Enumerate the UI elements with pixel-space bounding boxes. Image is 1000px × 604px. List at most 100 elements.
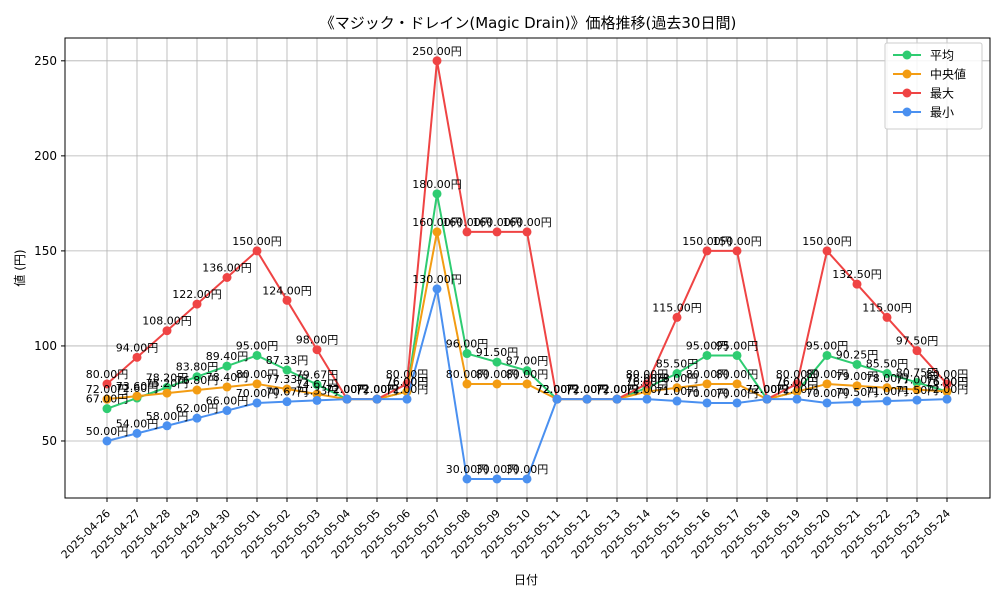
data-point <box>492 227 502 237</box>
data-point <box>642 379 652 389</box>
data-label: 80.00円 <box>386 368 429 381</box>
data-label: 72.00円 <box>326 383 369 396</box>
data-label: 122.00円 <box>172 288 222 301</box>
data-point <box>912 346 922 356</box>
data-point <box>312 345 322 355</box>
data-label: 70.00円 <box>716 387 759 400</box>
data-point <box>672 368 682 378</box>
data-label: 80.75円 <box>896 367 939 380</box>
data-point <box>282 384 292 394</box>
data-label: 150.00円 <box>232 235 282 248</box>
data-label: 66.00円 <box>206 395 249 408</box>
data-label: 62.00円 <box>176 402 219 415</box>
data-label: 96.00円 <box>446 338 489 351</box>
data-point <box>852 397 862 407</box>
data-point <box>252 398 262 408</box>
data-point <box>672 383 682 393</box>
data-label: 108.00円 <box>142 315 192 328</box>
data-point <box>312 395 322 405</box>
data-point <box>522 379 532 389</box>
data-label: 54.00円 <box>116 417 159 430</box>
y-tick-label: 200 <box>34 149 57 163</box>
data-label: 95.00円 <box>236 339 279 352</box>
data-point <box>192 299 202 309</box>
data-label: 72.00円 <box>536 383 579 396</box>
data-point <box>612 394 622 404</box>
y-tick-label: 100 <box>34 339 57 353</box>
data-label: 160.00円 <box>442 216 492 229</box>
data-label: 72.00円 <box>776 383 819 396</box>
data-label: 160.00円 <box>472 216 522 229</box>
data-label: 72.00円 <box>356 383 399 396</box>
data-label: 30.00円 <box>476 463 519 476</box>
data-point <box>732 379 742 389</box>
data-label: 72.00円 <box>626 383 669 396</box>
data-point <box>522 474 532 484</box>
data-label: 87.00円 <box>506 355 549 368</box>
data-label: 72.00円 <box>926 383 969 396</box>
data-label: 67.00円 <box>86 393 129 406</box>
data-point <box>882 312 892 322</box>
data-point <box>942 394 952 404</box>
data-label: 58.00円 <box>146 410 189 423</box>
data-labels: 67.00円72.60円78.20円83.80円89.40円95.00円87.3… <box>86 45 969 476</box>
data-label: 132.50円 <box>832 268 882 281</box>
data-point <box>642 394 652 404</box>
data-label: 77.33円 <box>266 373 309 386</box>
data-label: 72.00円 <box>536 383 579 396</box>
data-label: 72.60円 <box>116 382 159 395</box>
data-label: 30.00円 <box>446 463 489 476</box>
data-point <box>882 368 892 378</box>
data-label: 71.00円 <box>866 385 909 398</box>
data-point <box>912 378 922 388</box>
data-label: 85.50円 <box>866 357 909 370</box>
data-label: 72.00円 <box>326 383 369 396</box>
data-point <box>732 246 742 256</box>
data-point <box>852 381 862 391</box>
data-label: 95.00円 <box>806 339 849 352</box>
data-point <box>222 406 232 416</box>
data-label: 80.00円 <box>776 368 819 381</box>
data-label: 72.00円 <box>386 383 429 396</box>
data-point <box>432 56 442 66</box>
data-label: 70.00円 <box>806 387 849 400</box>
data-point <box>822 246 832 256</box>
series-lines <box>102 56 952 484</box>
data-point <box>192 385 202 395</box>
data-point <box>252 246 262 256</box>
data-point <box>672 312 682 322</box>
data-label: 150.00円 <box>802 235 852 248</box>
chart-title: 《マジック・ドレイン(Magic Drain)》価格推移(過去30日間) <box>320 14 737 32</box>
data-point <box>402 394 412 404</box>
x-axis-label: 日付 <box>514 573 538 587</box>
data-point <box>732 398 742 408</box>
data-label: 76.00円 <box>926 376 969 389</box>
data-point <box>642 387 652 397</box>
data-label: 130.00円 <box>412 273 462 286</box>
data-label: 80.00円 <box>626 368 669 381</box>
data-label: 77.00円 <box>896 374 939 387</box>
data-label: 78.00円 <box>626 372 669 385</box>
data-label: 73.60円 <box>116 380 159 393</box>
data-label: 150.00円 <box>712 235 762 248</box>
y-tick-label: 50 <box>42 434 57 448</box>
data-label: 250.00円 <box>412 45 462 58</box>
data-point <box>132 428 142 438</box>
data-label: 75.20円 <box>146 377 189 390</box>
data-label: 72.00円 <box>566 383 609 396</box>
data-point <box>462 379 472 389</box>
data-point <box>192 372 202 382</box>
data-label: 72.00円 <box>596 383 639 396</box>
data-label: 124.00円 <box>262 284 312 297</box>
data-label: 50.00円 <box>86 425 129 438</box>
data-point <box>852 359 862 369</box>
data-point <box>252 379 262 389</box>
data-point <box>822 398 832 408</box>
data-label: 80.00円 <box>506 368 549 381</box>
legend-label: 最小 <box>930 106 954 120</box>
data-point <box>222 273 232 283</box>
data-point <box>132 391 142 401</box>
data-label: 70.50円 <box>836 386 879 399</box>
data-point <box>792 379 802 389</box>
